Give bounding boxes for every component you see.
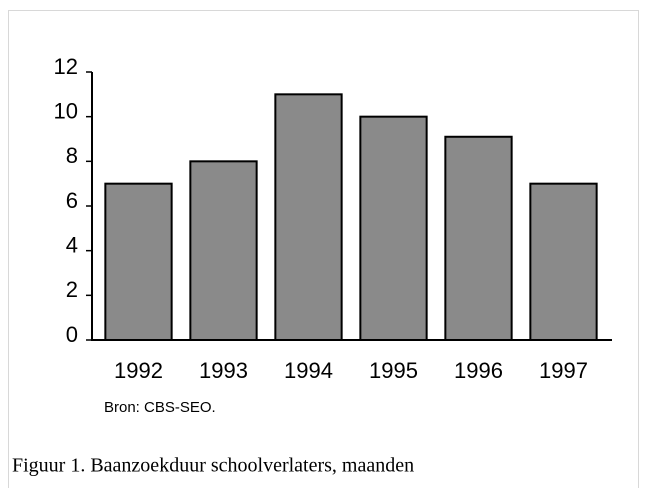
x-tick-label: 1994 <box>284 358 333 383</box>
y-tick-label: 12 <box>54 54 78 79</box>
bar <box>274 93 343 342</box>
bar <box>104 182 173 341</box>
source-note: Bron: CBS-SEO. <box>104 399 216 416</box>
figure-caption: Figuur 1. Baanzoekduur schoolverlaters, … <box>12 455 414 477</box>
bar <box>529 182 598 341</box>
x-tick-label: 1993 <box>199 358 248 383</box>
y-tick-label: 4 <box>66 232 78 257</box>
y-tick-label: 2 <box>66 277 78 302</box>
bar <box>444 135 513 341</box>
bar <box>189 160 258 341</box>
y-tick-label: 6 <box>66 188 78 213</box>
y-tick-label: 0 <box>66 322 78 347</box>
x-tick-label: 1995 <box>369 358 418 383</box>
bar <box>359 115 428 341</box>
y-tick-label: 8 <box>66 143 78 168</box>
x-tick-label: 1997 <box>539 358 588 383</box>
x-tick-label: 1996 <box>454 358 503 383</box>
y-tick-label: 10 <box>54 98 78 123</box>
x-tick-label: 1992 <box>114 358 163 383</box>
